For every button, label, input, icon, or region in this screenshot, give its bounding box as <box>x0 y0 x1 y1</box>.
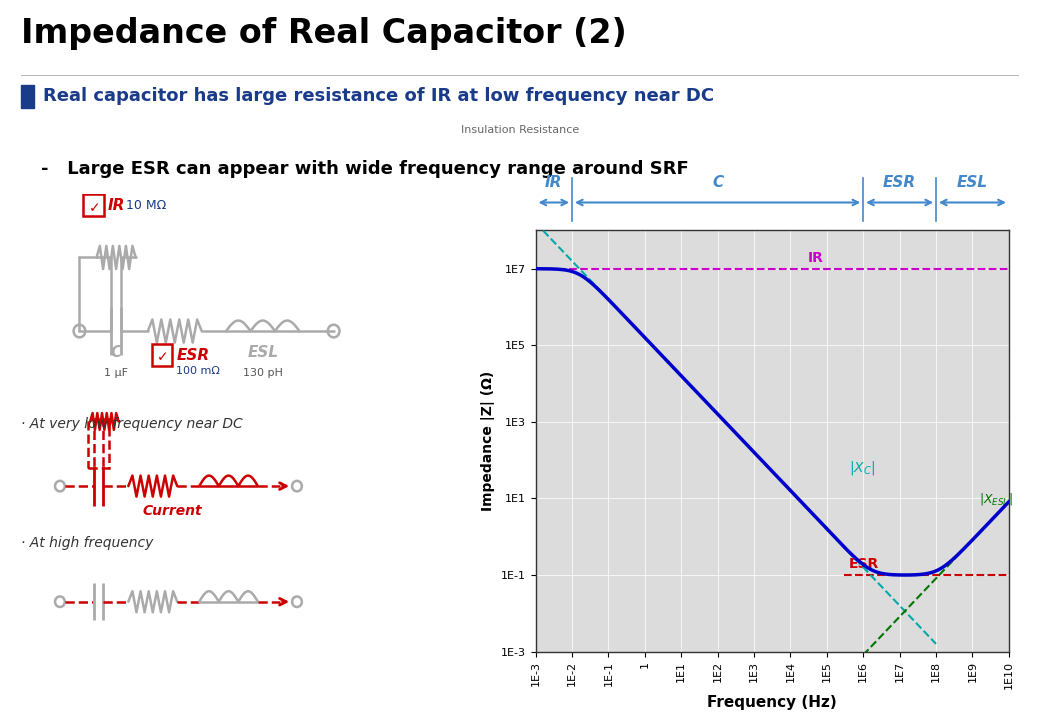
Text: ESR: ESR <box>849 557 879 571</box>
Text: ✓: ✓ <box>157 351 168 364</box>
Text: Current: Current <box>142 504 202 518</box>
Text: 100 mΩ: 100 mΩ <box>176 366 220 376</box>
Text: ESL: ESL <box>957 175 988 190</box>
Text: · At very low frequency near DC: · At very low frequency near DC <box>21 418 242 431</box>
Text: ESL: ESL <box>248 346 279 360</box>
X-axis label: Frequency (Hz): Frequency (Hz) <box>707 695 837 710</box>
Text: |X$_C$|: |X$_C$| <box>849 459 875 477</box>
Text: Real capacitor has large resistance of IR at low frequency near DC: Real capacitor has large resistance of I… <box>43 87 713 105</box>
Text: 10 MΩ: 10 MΩ <box>126 199 166 212</box>
Text: |X$_{ESL}$|: |X$_{ESL}$| <box>979 490 1013 507</box>
FancyBboxPatch shape <box>152 344 173 366</box>
Text: · At high frequency: · At high frequency <box>21 536 153 549</box>
Bar <box>21 85 33 108</box>
Text: Insulation Resistance: Insulation Resistance <box>461 125 579 135</box>
Text: C: C <box>712 175 723 190</box>
Text: 1 μF: 1 μF <box>104 368 128 378</box>
Text: ✓: ✓ <box>88 201 100 215</box>
Text: ESR: ESR <box>176 348 209 363</box>
Text: ESR: ESR <box>883 175 916 190</box>
FancyBboxPatch shape <box>83 194 104 217</box>
Text: IR: IR <box>545 175 563 190</box>
Text: 130 pH: 130 pH <box>242 368 283 378</box>
Text: Impedance of Real Capacitor (2): Impedance of Real Capacitor (2) <box>21 17 626 50</box>
Text: C: C <box>110 346 122 360</box>
Text: -   Large ESR can appear with wide frequency range around SRF: - Large ESR can appear with wide frequen… <box>41 161 688 179</box>
Y-axis label: Impedance |Z| (Ω): Impedance |Z| (Ω) <box>482 371 495 511</box>
Text: IR: IR <box>108 199 125 213</box>
Text: IR: IR <box>808 251 824 265</box>
